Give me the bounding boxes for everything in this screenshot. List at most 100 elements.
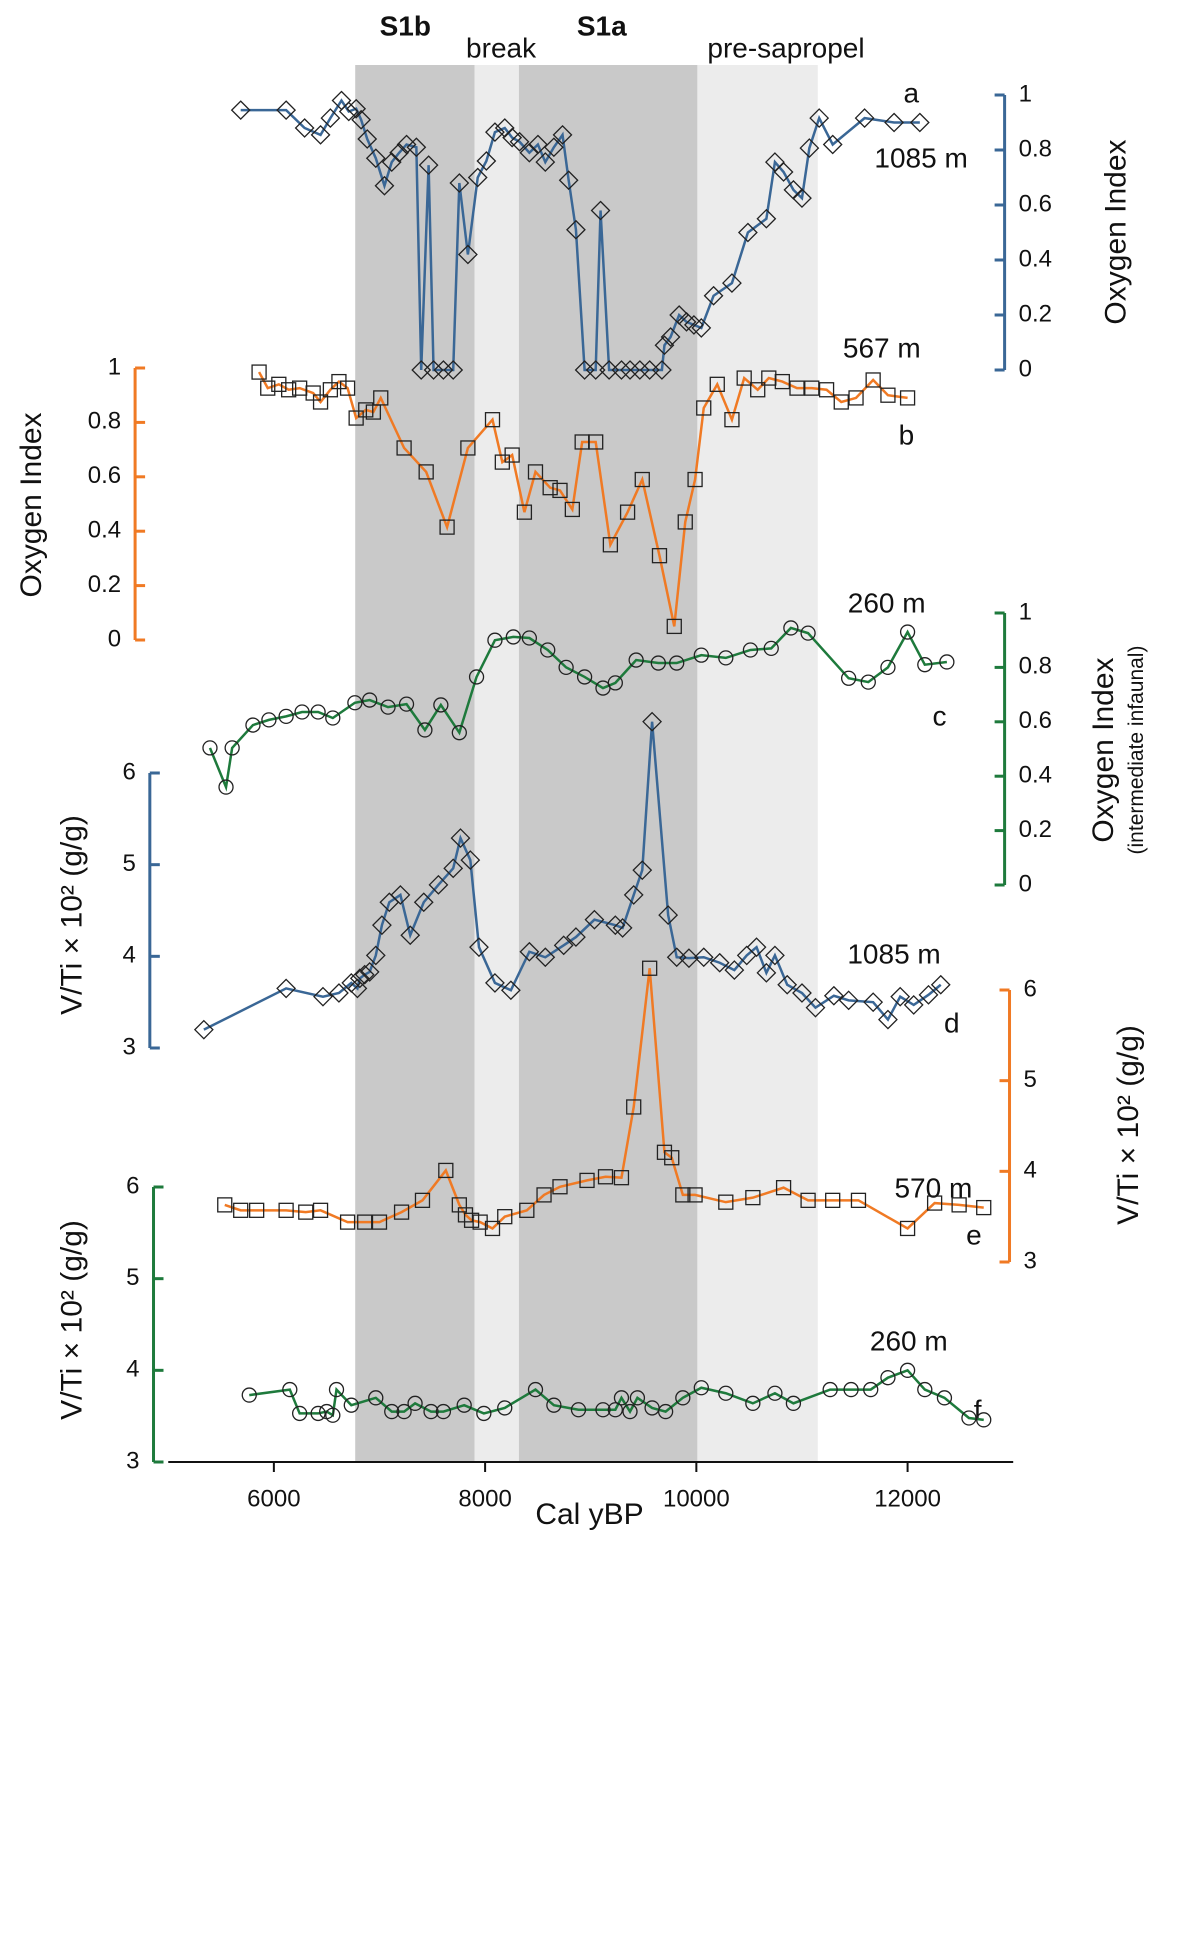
- panel-label: f: [974, 1394, 982, 1425]
- data-point: [294, 704, 310, 720]
- data-point: [218, 779, 234, 795]
- data-point: [457, 244, 478, 265]
- panel-label: d: [944, 1007, 960, 1038]
- data-point: [249, 1202, 265, 1218]
- data-point: [884, 112, 904, 133]
- y-tick-label: 0.8: [1019, 653, 1052, 680]
- data-point: [460, 850, 481, 871]
- shaded-band: [518, 65, 698, 1462]
- y-tick-label: 5: [122, 850, 135, 877]
- y-tick-label: 3: [122, 1033, 135, 1060]
- data-point: [521, 630, 538, 646]
- data-point: [310, 704, 326, 720]
- data-point: [347, 978, 368, 999]
- panel-label: c: [933, 700, 947, 731]
- data-point: [487, 632, 503, 648]
- data-point: [472, 1214, 488, 1230]
- y-tick-label: 0.6: [1019, 190, 1052, 217]
- data-point: [660, 327, 681, 347]
- data-point: [509, 131, 530, 152]
- data-point: [313, 986, 333, 1007]
- data-point: [368, 1390, 384, 1406]
- data-point: [709, 952, 730, 973]
- data-point: [590, 200, 611, 221]
- data-point: [566, 927, 586, 948]
- data-point: [746, 937, 767, 958]
- y-tick-label: 0.4: [1019, 245, 1052, 272]
- data-point: [626, 1099, 642, 1115]
- data-point: [325, 1407, 341, 1423]
- data-point: [417, 722, 433, 738]
- data-point: [484, 1220, 501, 1237]
- data-point: [320, 108, 341, 129]
- data-point: [880, 659, 896, 676]
- data-point: [843, 1381, 859, 1398]
- data-point: [393, 1204, 410, 1220]
- data-point: [570, 1402, 587, 1418]
- data-point: [558, 659, 574, 676]
- data-point: [800, 1192, 816, 1208]
- data-point: [792, 983, 812, 1003]
- data-point: [322, 382, 339, 398]
- data-point: [343, 1397, 359, 1413]
- data-point: [558, 170, 579, 191]
- data-point: [390, 884, 411, 905]
- data-point: [505, 629, 521, 645]
- data-point: [777, 974, 798, 995]
- data-point: [328, 1381, 345, 1398]
- y-tick-label: 0: [108, 625, 121, 652]
- data-point: [765, 945, 785, 966]
- data-point: [718, 1385, 734, 1401]
- data-point: [542, 480, 558, 496]
- data-point: [850, 1192, 867, 1208]
- data-point: [666, 618, 682, 635]
- panel-label: a: [903, 77, 919, 108]
- data-point: [271, 376, 287, 392]
- data-point: [650, 655, 666, 671]
- data-point: [607, 1402, 623, 1418]
- data-point: [310, 124, 331, 145]
- data-point: [476, 151, 497, 171]
- data-point: [669, 655, 685, 671]
- data-point: [298, 1204, 314, 1220]
- panel-label: b: [899, 419, 915, 450]
- data-point: [485, 122, 505, 143]
- data-point: [485, 972, 505, 993]
- data-point: [619, 504, 636, 520]
- y-tick-label: 4: [122, 942, 135, 969]
- y-tick-label: 4: [1024, 1157, 1037, 1184]
- data-point: [658, 905, 679, 926]
- data-point: [347, 695, 363, 711]
- data-point: [917, 1381, 933, 1398]
- y-tick-label: 0.4: [88, 517, 121, 544]
- data-point: [687, 471, 703, 488]
- data-point: [449, 173, 470, 193]
- data-point: [622, 1403, 638, 1420]
- data-point: [433, 360, 454, 380]
- data-point: [396, 440, 412, 456]
- data-point: [666, 947, 687, 968]
- data-point: [775, 1180, 792, 1196]
- y-tick-label: 3: [126, 1447, 139, 1474]
- data-point: [642, 960, 658, 976]
- data-point: [497, 1400, 513, 1416]
- series: [217, 960, 992, 1237]
- data-point: [224, 740, 240, 756]
- data-point: [675, 1187, 691, 1203]
- data-point: [365, 148, 386, 169]
- data-point: [310, 1405, 326, 1422]
- data-point: [435, 1403, 452, 1420]
- data-point: [217, 1197, 233, 1213]
- data-point: [823, 985, 844, 1006]
- data-point: [457, 1207, 474, 1223]
- data-point: [245, 717, 261, 733]
- data-point: [261, 712, 277, 728]
- data-point: [693, 1380, 709, 1396]
- y-tick-label: 1: [1019, 598, 1032, 625]
- data-point: [918, 984, 939, 1005]
- data-point: [693, 647, 709, 663]
- data-point: [346, 98, 367, 119]
- data-point: [276, 100, 297, 121]
- data-point: [677, 514, 693, 530]
- data-point: [899, 1220, 916, 1237]
